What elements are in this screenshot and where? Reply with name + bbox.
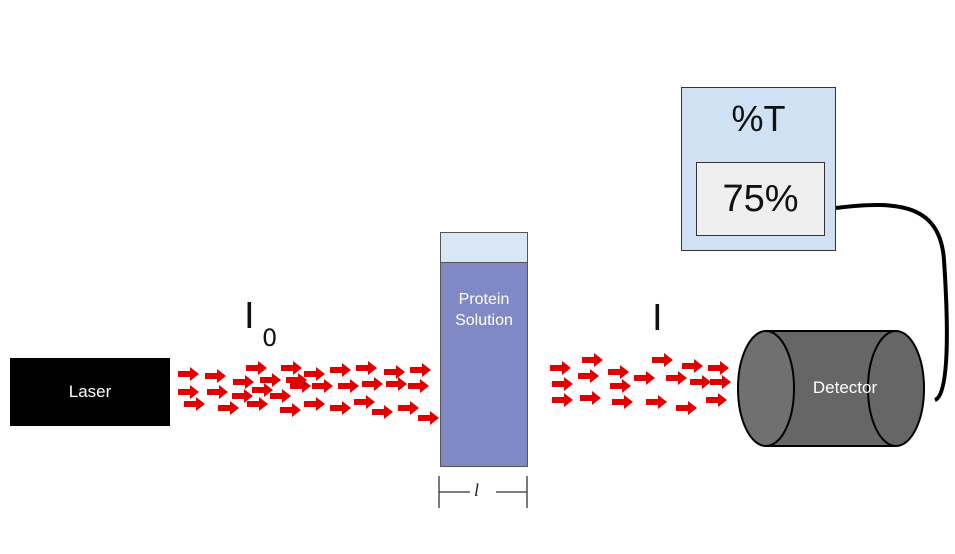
beam-arrow	[552, 377, 573, 391]
beam-arrow	[612, 395, 633, 409]
beam-arrow	[218, 401, 239, 415]
beam-arrow	[580, 391, 601, 405]
detector-cylinder	[737, 330, 925, 447]
beam-arrow	[682, 359, 703, 373]
beam-arrow	[418, 411, 439, 425]
beam-arrow	[646, 395, 667, 409]
beam-arrow	[608, 365, 629, 379]
meter-readout: 75%	[696, 162, 825, 236]
beam-arrow	[247, 397, 268, 411]
beam-arrow	[550, 361, 571, 375]
beam-arrow	[710, 375, 731, 389]
beam-arrow	[552, 393, 573, 407]
beam-arrow	[666, 371, 687, 385]
beam-arrow	[312, 379, 333, 393]
beam-arrow	[330, 401, 351, 415]
beam-arrow	[184, 397, 205, 411]
beam-arrow	[207, 385, 228, 399]
transmitted-intensity-symbol: I	[652, 298, 663, 339]
beam-arrow	[304, 367, 325, 381]
beam-arrow	[398, 401, 419, 415]
beam-arrow	[386, 377, 407, 391]
incident-intensity-symbol: I	[244, 296, 255, 337]
incident-beam-arrows	[178, 361, 439, 425]
beam-arrow	[338, 379, 359, 393]
beam-arrow	[652, 353, 673, 367]
beam-arrow	[246, 361, 267, 375]
meter-value: 75%	[722, 177, 799, 220]
path-length-label: l	[474, 480, 480, 500]
path-length-bracket	[438, 476, 528, 508]
detector-label: Detector	[812, 378, 878, 397]
incident-intensity-subscript: 0	[262, 324, 278, 352]
beam-arrow	[676, 401, 697, 415]
beam-arrow	[205, 369, 226, 383]
beam-arrow	[690, 375, 711, 389]
beam-arrow	[356, 361, 377, 375]
beam-arrow	[280, 403, 301, 417]
beam-arrow	[384, 365, 405, 379]
beam-arrow	[252, 383, 273, 397]
beam-arrow	[634, 371, 655, 385]
beam-arrow	[372, 405, 393, 419]
meter-cable	[835, 202, 949, 402]
beam-arrow	[178, 385, 199, 399]
beam-arrow	[362, 377, 383, 391]
beam-arrow	[408, 379, 429, 393]
beam-arrow	[578, 369, 599, 383]
beam-arrow	[706, 393, 727, 407]
meter-title: %T	[731, 98, 786, 139]
beam-arrow	[354, 395, 375, 409]
laser-label: Laser	[68, 382, 112, 401]
beam-arrow	[178, 367, 199, 381]
cuvette-headspace	[440, 232, 528, 263]
beam-arrow	[270, 389, 291, 403]
beam-arrow	[582, 353, 603, 367]
beam-arrow	[281, 361, 302, 375]
beam-arrow	[233, 375, 254, 389]
sample-label-line2: Solution	[455, 312, 513, 329]
beam-arrow	[708, 361, 729, 375]
cuvette-sample: Protein Solution	[440, 262, 528, 467]
beam-arrow	[304, 397, 325, 411]
sample-label-line1: Protein	[458, 291, 510, 308]
beam-arrow	[410, 363, 431, 377]
transmitted-beam-arrows	[550, 353, 731, 415]
beam-arrow	[330, 363, 351, 377]
beam-arrow	[610, 379, 631, 393]
laser-source: Laser	[10, 358, 170, 426]
beam-arrow	[232, 389, 253, 403]
beam-arrow	[290, 379, 311, 393]
beam-arrow	[260, 373, 281, 387]
